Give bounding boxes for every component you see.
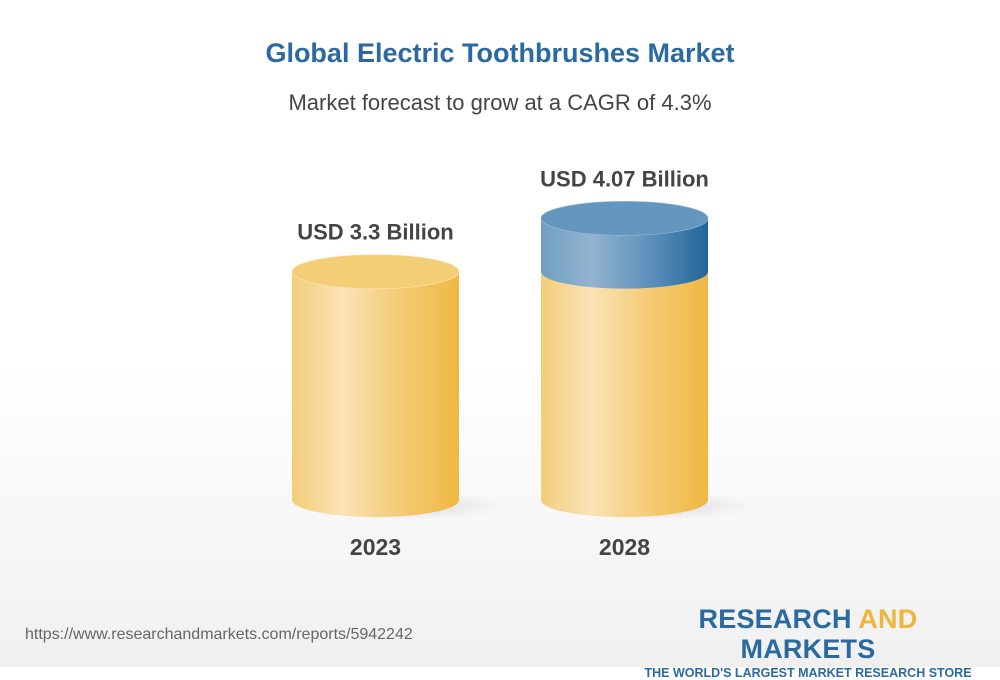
bar-top-2028 (540, 201, 709, 236)
logo-tagline: THE WORLD'S LARGEST MARKET RESEARCH STOR… (644, 666, 972, 680)
source-url[interactable]: https://www.researchandmarkets.com/repor… (25, 626, 413, 643)
logo-text-research: RESEARCH (698, 604, 859, 634)
data-label-2028: USD 4.07 Billion (540, 166, 709, 191)
bar-growth-segment-2028 (541, 218, 708, 289)
data-label-2023: USD 3.3 Billion (297, 220, 453, 245)
cylinder-chart: USD 3.3 Billion 2023 USD 4.07 Billion 2028 (291, 166, 758, 560)
logo-text-and: AND (858, 604, 918, 634)
x-tick-label-2028: 2028 (599, 534, 650, 560)
logo-text-markets: MARKETS (740, 634, 876, 664)
bar-base-segment-2023 (292, 271, 460, 517)
chart-title: Global Electric Toothbrushes Market (265, 38, 735, 68)
research-and-markets-logo: RESEARCH AND MARKETS THE WORLD'S LARGEST… (640, 604, 976, 680)
chart-subtitle: Market forecast to grow at a CAGR of 4.3… (288, 90, 712, 115)
x-tick-label-2023: 2023 (350, 534, 401, 560)
bar-base-segment-2028 (541, 271, 708, 517)
bar-top-2023 (291, 254, 460, 289)
